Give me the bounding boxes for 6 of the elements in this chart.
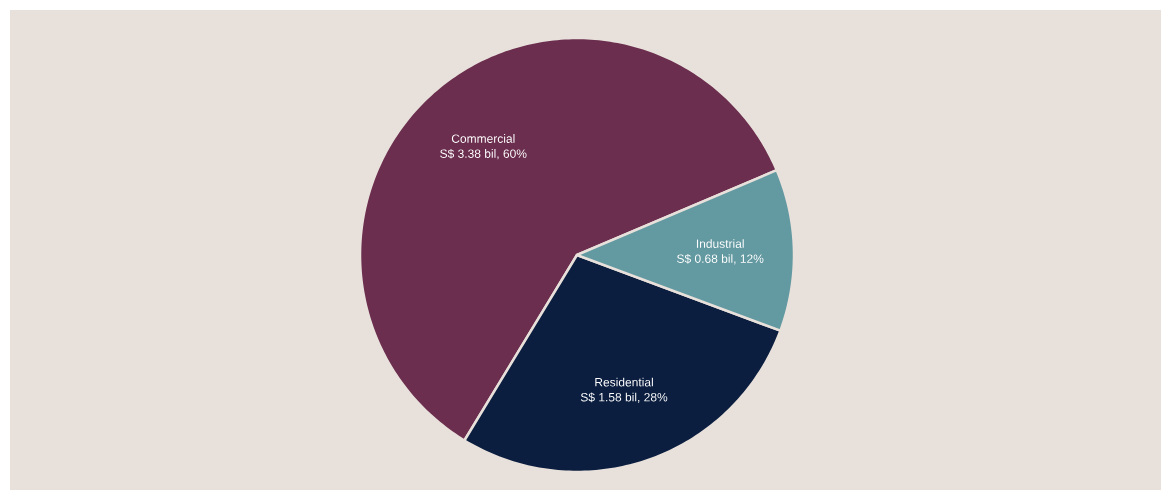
slice-label: Residential [595,377,653,387]
data-label: S$ 3.38 bil, 60% [440,148,527,160]
slice-label: Commercial [451,134,515,143]
data-label: S$ 0.68 bil, 12% [677,253,764,265]
data-label: S$ 1.58 bil, 28% [580,392,668,403]
slice-label: Industrial [696,239,744,248]
